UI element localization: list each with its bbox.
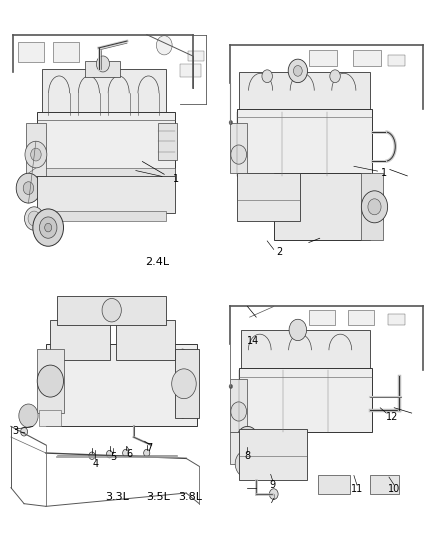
Circle shape [102,298,121,322]
Bar [57,296,166,325]
Bar [388,314,405,325]
Bar [309,50,337,66]
Text: 3.8L: 3.8L [179,492,202,502]
Circle shape [361,191,388,223]
Text: 4: 4 [92,459,99,469]
Circle shape [144,449,150,457]
Circle shape [37,365,64,397]
Bar [50,320,110,360]
Circle shape [96,56,110,72]
Bar [37,349,64,413]
Circle shape [25,141,47,168]
Bar [370,475,399,494]
Bar [37,112,175,179]
Circle shape [262,70,272,83]
Bar [230,379,247,432]
Bar [309,310,335,325]
Bar [239,368,372,432]
Bar [42,211,166,221]
Circle shape [288,59,307,83]
Bar [230,123,247,173]
Bar [37,176,175,213]
Circle shape [28,211,40,226]
Circle shape [172,369,196,399]
Circle shape [106,450,113,458]
Bar [239,72,370,112]
Bar [237,173,300,221]
Bar [85,61,120,77]
Text: 9: 9 [270,480,276,490]
Bar [388,55,405,66]
Bar [53,42,79,62]
Bar [318,475,350,494]
Circle shape [293,66,302,76]
Circle shape [368,199,381,215]
Circle shape [89,452,95,459]
Bar [188,51,204,61]
Text: 2: 2 [276,247,282,256]
Bar [237,109,372,176]
Circle shape [231,402,247,421]
Bar [158,123,177,160]
Bar [180,64,201,77]
Circle shape [237,426,258,453]
Circle shape [231,145,247,164]
Circle shape [31,148,41,161]
Circle shape [123,449,129,457]
Text: 3: 3 [12,426,18,435]
Bar [348,310,374,325]
Bar [42,69,166,115]
Circle shape [269,489,278,499]
Circle shape [33,209,64,246]
Bar [18,42,44,62]
Circle shape [242,433,253,446]
Circle shape [23,182,34,195]
Circle shape [45,223,52,232]
Text: 2.4L: 2.4L [145,257,170,267]
Circle shape [229,120,233,125]
Bar [241,330,370,370]
Text: 11: 11 [351,484,363,494]
Bar [353,50,381,66]
Text: 7: 7 [146,443,152,453]
Text: 3.5L: 3.5L [146,492,170,502]
Circle shape [229,384,233,389]
Circle shape [156,36,172,55]
Text: 12: 12 [386,412,399,422]
Circle shape [21,427,28,436]
Bar [26,123,46,176]
Circle shape [25,207,44,230]
Circle shape [19,404,38,427]
Bar [175,349,199,418]
Bar [39,410,61,426]
Bar [46,344,197,426]
Text: 8: 8 [244,451,251,461]
Circle shape [16,173,41,203]
Text: 14: 14 [247,336,259,346]
Bar [230,432,263,464]
Circle shape [235,450,257,477]
Circle shape [330,70,340,83]
Text: 5: 5 [110,453,116,462]
Circle shape [39,217,57,238]
Circle shape [289,319,307,341]
Bar [116,320,175,360]
Bar [274,173,370,240]
Text: 6: 6 [126,449,132,459]
Text: 3.3L: 3.3L [106,492,129,502]
Text: 1: 1 [173,174,179,183]
Text: 1: 1 [381,168,387,178]
Bar [37,168,175,179]
Bar [239,429,307,480]
Bar [361,173,383,240]
Text: 10: 10 [388,484,400,494]
